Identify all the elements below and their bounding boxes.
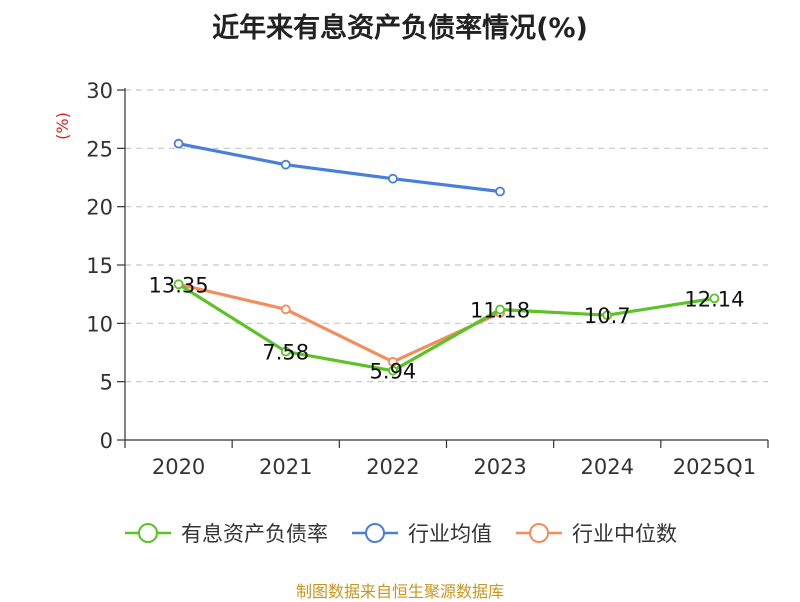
series-1-point-2020 bbox=[173, 138, 184, 149]
legend-label-industry-mean: 行业均值 bbox=[408, 522, 492, 546]
y-tick-label-15: 15 bbox=[86, 254, 113, 278]
data-label-2021: 7.58 bbox=[262, 341, 309, 365]
y-axis-label: (%) bbox=[53, 112, 72, 140]
series-2-point-2021 bbox=[280, 304, 291, 315]
legend-marker-industry-median bbox=[516, 523, 562, 543]
x-tick-label-2025Q1: 2025Q1 bbox=[673, 455, 756, 479]
x-tick-label-2020: 2020 bbox=[152, 455, 205, 479]
legend-marker-interest-debt-ratio bbox=[125, 523, 171, 543]
legend-marker-industry-mean bbox=[352, 523, 398, 543]
series-line-2 bbox=[178, 282, 501, 364]
data-label-2025Q1: 12.14 bbox=[684, 287, 744, 311]
y-tick-label-25: 25 bbox=[86, 137, 113, 161]
series-0-point-2024 bbox=[602, 310, 613, 321]
x-tick-label-2021: 2021 bbox=[259, 455, 312, 479]
data-label-2024: 10.7 bbox=[584, 304, 631, 328]
legend-item-industry-median[interactable]: 行业中位数 bbox=[514, 518, 677, 548]
series-1-point-2022 bbox=[388, 173, 398, 184]
legend-item-interest-debt-ratio[interactable]: 有息资产负债率 bbox=[123, 518, 328, 548]
data-label-2023: 11.18 bbox=[470, 299, 530, 323]
x-tick-label-2023: 2023 bbox=[473, 455, 526, 479]
x-tick-label-2024: 2024 bbox=[581, 455, 634, 479]
y-tick-label-10: 10 bbox=[86, 312, 113, 336]
legend-item-industry-mean[interactable]: 行业均值 bbox=[350, 518, 492, 548]
series-1-point-2021 bbox=[280, 159, 291, 170]
series-0-point-2021 bbox=[280, 346, 291, 357]
series-0-point-2025Q1 bbox=[709, 293, 720, 304]
series-0-point-2023 bbox=[495, 304, 505, 315]
y-tick-label-20: 20 bbox=[86, 196, 113, 220]
series-line-0 bbox=[177, 282, 715, 373]
data-label-2020: 13.35 bbox=[149, 273, 209, 297]
legend: 有息资产负债率 行业均值 行业中位数 bbox=[0, 518, 800, 548]
legend-label-industry-median: 行业中位数 bbox=[572, 522, 677, 546]
source-note: 制图数据来自恒生聚源数据库 bbox=[295, 582, 504, 601]
data-label-2022: 5.94 bbox=[370, 360, 417, 384]
y-tick-label-5: 5 bbox=[100, 371, 113, 395]
series-0-point-2022 bbox=[388, 365, 398, 376]
chart-title: 近年来有息资产负债率情况(%) bbox=[212, 13, 588, 44]
series-0-point-2020 bbox=[173, 279, 184, 290]
x-tick-label-2022: 2022 bbox=[366, 455, 419, 479]
legend-label-interest-debt-ratio: 有息资产负债率 bbox=[181, 522, 328, 546]
series-1-point-2023 bbox=[495, 186, 505, 197]
y-tick-label-0: 0 bbox=[100, 429, 113, 453]
y-tick-label-30: 30 bbox=[86, 79, 113, 103]
series-line-1 bbox=[178, 142, 501, 194]
